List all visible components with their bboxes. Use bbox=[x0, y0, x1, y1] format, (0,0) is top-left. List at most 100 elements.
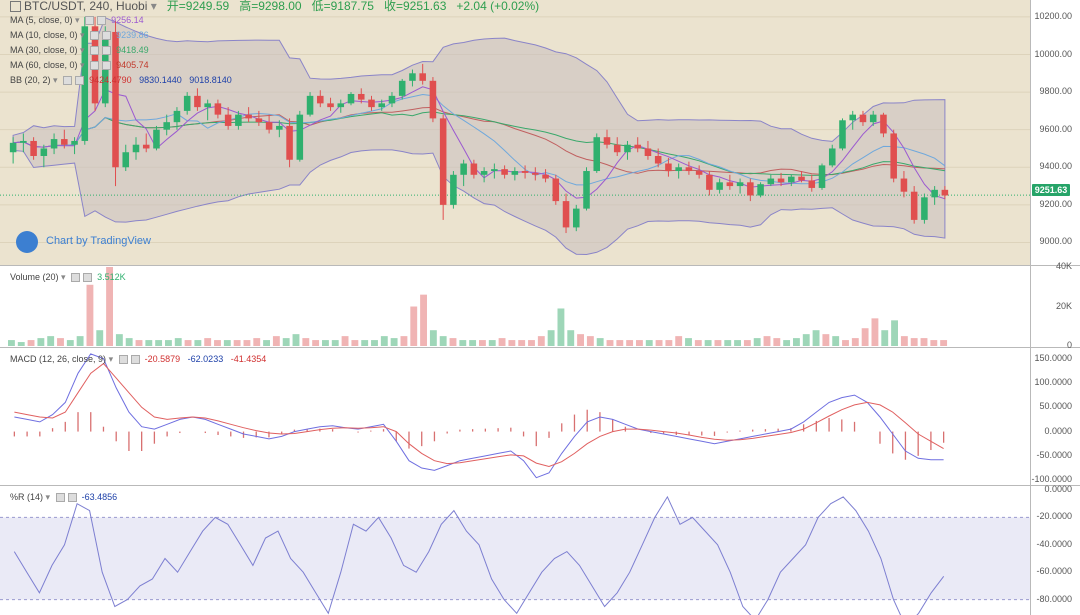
bollinger-band bbox=[12, 17, 946, 256]
candle-body bbox=[726, 182, 734, 187]
volume-pane[interactable] bbox=[0, 267, 1030, 347]
candle-body bbox=[685, 167, 693, 172]
legend-ma5-value: 9256.14 bbox=[111, 15, 144, 25]
macd-pane[interactable] bbox=[0, 349, 1030, 485]
pane-divider[interactable] bbox=[0, 265, 1080, 266]
williams-r-tick-label: -60.0000 bbox=[1036, 566, 1072, 577]
legend-ma30[interactable]: MA (30, close, 0) ▾ 9418.49 bbox=[10, 45, 149, 56]
settings-icon[interactable] bbox=[85, 16, 95, 26]
volume-bar bbox=[8, 340, 15, 346]
candle-body bbox=[941, 189, 949, 196]
volume-bar bbox=[557, 308, 565, 346]
legend-macd[interactable]: MACD (12, 26, close, 9) ▾ -20.5879 -62.0… bbox=[10, 354, 267, 365]
candle-body bbox=[634, 144, 641, 149]
candle-body bbox=[828, 148, 836, 166]
price-tick-label: 9400.00 bbox=[1039, 161, 1072, 172]
candle-body bbox=[532, 172, 539, 175]
volume-bar bbox=[940, 340, 948, 346]
price-axis-divider bbox=[1030, 0, 1031, 615]
legend-bb[interactable]: BB (20, 2) ▾ 9424.4790 9830.1440 9018.81… bbox=[10, 75, 232, 86]
close-icon[interactable] bbox=[102, 46, 112, 56]
close-icon[interactable] bbox=[75, 76, 85, 86]
volume-bar bbox=[272, 336, 280, 346]
macd-tick-label: 50.0000 bbox=[1039, 401, 1072, 412]
candle-body bbox=[81, 26, 89, 141]
candle-body bbox=[757, 184, 764, 196]
price-tick-label: 10200.00 bbox=[1034, 10, 1072, 21]
legend-bb-lower: 9018.8140 bbox=[189, 75, 232, 85]
candle-body bbox=[890, 133, 897, 179]
tradingview-branding[interactable]: Chart by TradingView bbox=[46, 235, 151, 247]
legend-macd-line: -62.0233 bbox=[187, 354, 224, 364]
volume-bar bbox=[439, 336, 447, 346]
volume-bar bbox=[822, 334, 830, 346]
close-icon[interactable] bbox=[97, 16, 107, 26]
legend-macd-histogram: -20.5879 bbox=[144, 354, 181, 364]
price-tick-label: 9200.00 bbox=[1039, 198, 1072, 209]
volume-bar bbox=[145, 340, 153, 346]
volume-bar bbox=[930, 340, 938, 346]
volume-bar bbox=[390, 338, 398, 346]
candle-body bbox=[194, 95, 201, 108]
settings-icon[interactable] bbox=[71, 273, 81, 283]
volume-bar bbox=[773, 338, 781, 346]
settings-icon[interactable] bbox=[55, 493, 65, 503]
volume-bar bbox=[626, 340, 634, 346]
candle-body bbox=[306, 95, 314, 115]
volume-bar bbox=[371, 340, 378, 346]
candle-body bbox=[910, 191, 918, 220]
collapse-icon[interactable] bbox=[10, 1, 21, 13]
legend-ma10-value: 9239.86 bbox=[116, 30, 149, 40]
candle-body bbox=[491, 169, 498, 172]
volume-bar bbox=[233, 340, 241, 346]
legend-bb-upper: 9830.1440 bbox=[139, 75, 182, 85]
volume-bar bbox=[734, 340, 741, 346]
close-value: 收=9251.63 bbox=[384, 0, 447, 13]
legend-volume[interactable]: Volume (20) ▾ 3.512K bbox=[10, 272, 126, 283]
legend-bb-label: BB (20, 2) bbox=[10, 75, 51, 85]
volume-bar bbox=[361, 340, 369, 346]
price-tick-label: 9000.00 bbox=[1039, 236, 1072, 247]
close-icon[interactable] bbox=[130, 355, 140, 365]
volume-bar bbox=[184, 340, 192, 346]
volume-bar bbox=[704, 340, 712, 346]
tradingview-logo-icon[interactable] bbox=[16, 231, 38, 253]
symbol-label[interactable]: BTC/USDT, 240, Huobi bbox=[24, 0, 148, 13]
legend-ma10[interactable]: MA (10, close, 0) ▾ 9239.86 bbox=[10, 30, 149, 41]
volume-bar bbox=[920, 338, 928, 346]
volume-bar bbox=[891, 320, 898, 346]
candle-body bbox=[654, 155, 662, 164]
pane-divider[interactable] bbox=[0, 485, 1080, 486]
volume-bar bbox=[586, 336, 594, 346]
pane-divider[interactable] bbox=[0, 347, 1080, 348]
legend-ma5[interactable]: MA (5, close, 0) ▾ 9256.14 bbox=[10, 15, 144, 26]
close-icon[interactable] bbox=[67, 493, 77, 503]
price-tick-label: 9800.00 bbox=[1039, 86, 1072, 97]
settings-icon[interactable] bbox=[118, 355, 128, 365]
volume-bar bbox=[636, 340, 643, 346]
volume-bar bbox=[86, 284, 94, 346]
volume-bar bbox=[881, 330, 889, 346]
settings-icon[interactable] bbox=[63, 76, 73, 86]
close-icon[interactable] bbox=[83, 273, 93, 283]
volume-bar bbox=[96, 330, 104, 346]
legend-wr[interactable]: %R (14) ▾ -63.4856 bbox=[10, 492, 118, 503]
settings-icon[interactable] bbox=[90, 61, 100, 71]
candle-body bbox=[50, 139, 58, 149]
volume-bar bbox=[871, 318, 879, 346]
volume-bar bbox=[861, 328, 869, 346]
candle-body bbox=[460, 163, 467, 175]
settings-icon[interactable] bbox=[90, 46, 100, 56]
candle-body bbox=[736, 182, 744, 187]
legend-ma60[interactable]: MA (60, close, 0) ▾ 9405.74 bbox=[10, 60, 149, 71]
close-icon[interactable] bbox=[102, 61, 112, 71]
volume-bar bbox=[508, 340, 516, 346]
symbol-header: BTC/USDT, 240, Huobi ▾ 开=9249.59 高=9298.… bbox=[10, 0, 539, 14]
price-tick-label: 9600.00 bbox=[1039, 123, 1072, 134]
settings-icon[interactable] bbox=[90, 31, 100, 41]
change-value: +2.04 (+0.02%) bbox=[456, 0, 540, 13]
high-value: 高=9298.00 bbox=[239, 0, 302, 13]
close-icon[interactable] bbox=[102, 31, 112, 41]
volume-bar bbox=[753, 338, 761, 346]
